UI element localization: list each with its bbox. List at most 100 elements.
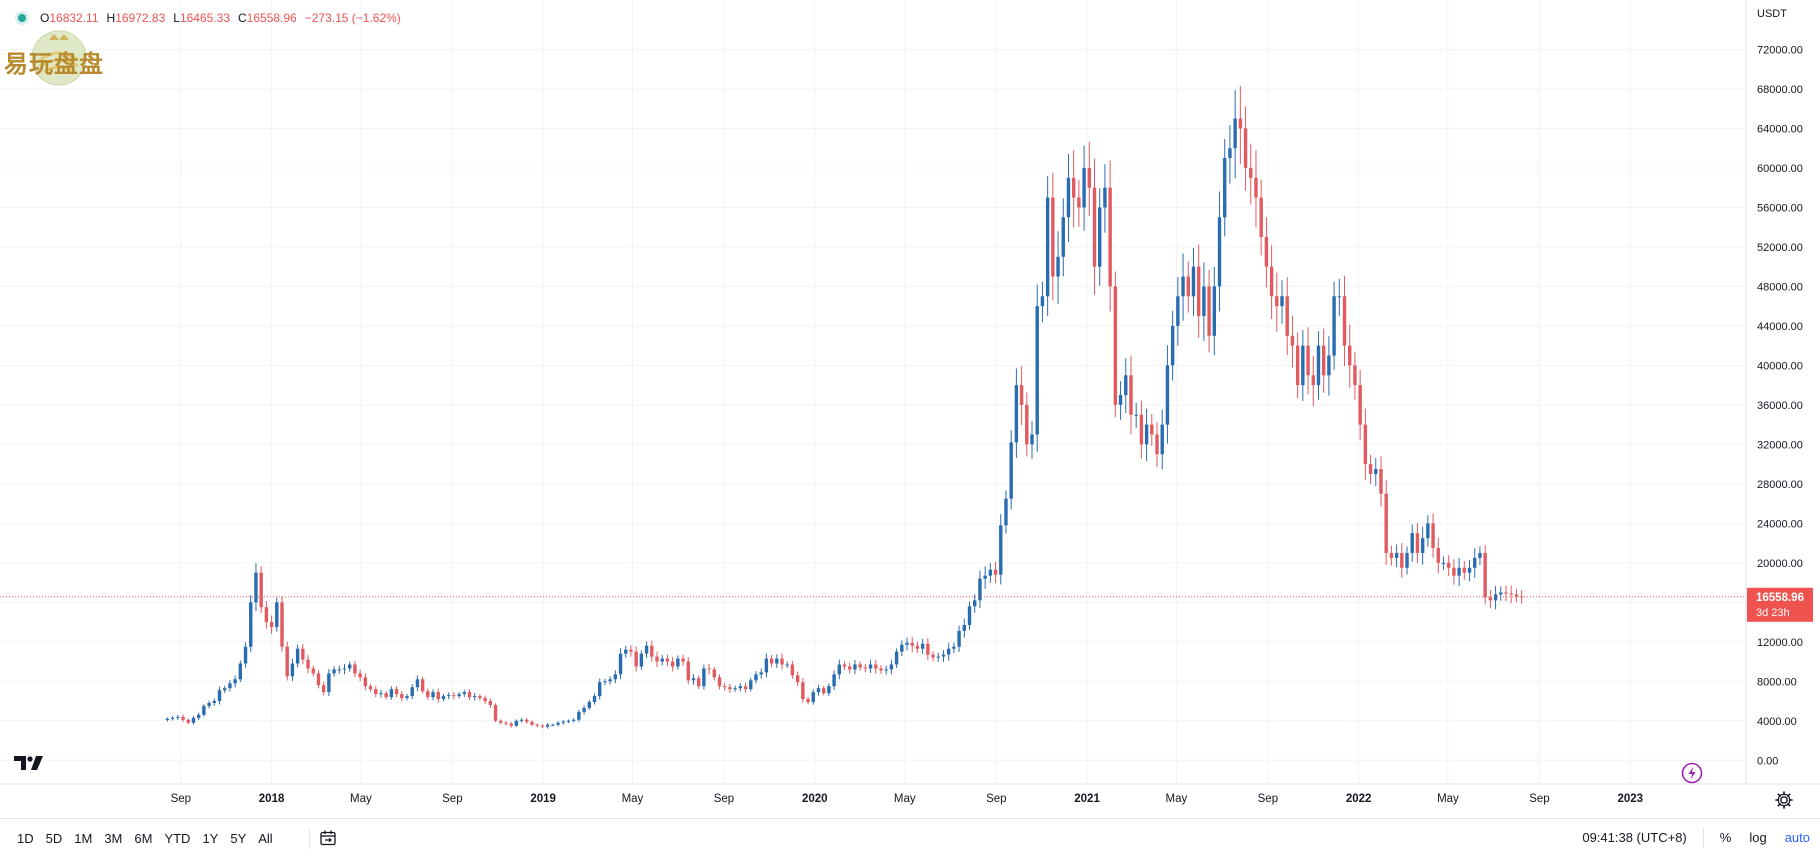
candle-body [436, 692, 440, 700]
candle-body [509, 723, 513, 726]
candle-body [1389, 552, 1394, 558]
candle-body [785, 664, 789, 666]
price-tag-box [1747, 587, 1813, 622]
candle-body [1405, 552, 1409, 568]
settings-gear-icon[interactable] [1774, 790, 1794, 810]
calendar-range-icon[interactable] [319, 829, 337, 847]
price-axis[interactable]: 0.004000.008000.0012000.0016000.0020000.… [1757, 44, 1803, 767]
range-button-3m[interactable]: 3M [104, 831, 123, 846]
candle-body [1092, 187, 1097, 267]
range-button-5d[interactable]: 5D [45, 831, 63, 846]
candle-body [415, 679, 420, 688]
y-tick-label: 72000.00 [1757, 44, 1803, 56]
range-button-ytd[interactable]: YTD [164, 831, 191, 846]
candle-body [1212, 286, 1217, 336]
candle-body [358, 673, 362, 678]
candle-body [1384, 493, 1388, 553]
candle-body [1144, 424, 1149, 445]
candle-body [1082, 167, 1086, 208]
candle-body [186, 719, 190, 723]
candle-body [1118, 395, 1123, 405]
y-tick-label: 0.00 [1757, 755, 1778, 767]
candle-body [696, 678, 701, 687]
candle-body [290, 663, 295, 677]
candle-body [295, 648, 300, 664]
candle-body [1207, 286, 1211, 336]
candle-body [962, 625, 967, 631]
candle-body [1264, 237, 1269, 267]
candle-body [702, 668, 706, 687]
x-tick-label: May [622, 793, 644, 805]
candle-body [712, 669, 716, 678]
candle-body [650, 645, 654, 657]
candle-body [816, 688, 821, 693]
candle-body [874, 664, 878, 669]
x-tick-label: 2019 [530, 793, 556, 805]
candle-body [936, 656, 940, 658]
x-tick-label: May [1437, 793, 1459, 805]
candle-body [363, 677, 368, 687]
candle-body [420, 679, 425, 692]
candle-body [1196, 266, 1201, 317]
candle-body [1441, 562, 1446, 564]
currency-label: USDT [1757, 8, 1787, 20]
x-tick-label: 2021 [1074, 793, 1100, 805]
candle-body [1186, 276, 1190, 297]
candle-body [217, 690, 222, 702]
candle-body [311, 668, 315, 674]
range-button-1d[interactable]: 1D [17, 831, 34, 846]
range-button-1m[interactable]: 1M [74, 831, 93, 846]
candle-body [1415, 533, 1420, 553]
candle-body [1285, 296, 1289, 336]
grid-lines [0, 0, 1746, 784]
candle-body [1124, 375, 1128, 395]
timezone-clock[interactable]: 09:41:38 (UTC+8) [1582, 830, 1687, 845]
candle-body [1191, 266, 1196, 297]
tradingview-logo-icon[interactable] [12, 752, 46, 774]
candle-body [655, 656, 659, 662]
price-chart[interactable]: USDT 0.004000.008000.0012000.0016000.002… [0, 0, 1820, 818]
candle-body [973, 600, 977, 607]
candle-body [879, 668, 883, 671]
range-button-5y[interactable]: 5Y [230, 831, 247, 846]
candles [165, 86, 1524, 729]
candle-body [306, 659, 310, 669]
candle-body [811, 692, 815, 703]
auto-scale-toggle[interactable]: auto [1784, 830, 1810, 845]
candle-body [769, 658, 774, 664]
y-tick-label: 4000.00 [1757, 716, 1797, 728]
range-button-1y[interactable]: 1Y [202, 831, 219, 846]
candle-body [1348, 345, 1352, 366]
candle-body [613, 674, 618, 680]
lightning-icon[interactable] [1681, 762, 1703, 784]
range-button-6m[interactable]: 6M [134, 831, 153, 846]
candle-body [1176, 296, 1180, 326]
candle-body [863, 667, 868, 669]
candle-body [551, 724, 555, 726]
percent-scale-toggle[interactable]: % [1719, 830, 1732, 845]
candle-body [342, 668, 347, 670]
candle-body [228, 683, 232, 689]
time-axis[interactable]: Sep 2018 May Sep 2019 May Sep 2020 May Sep 2021 May… [171, 793, 1643, 805]
candle-body [842, 664, 847, 667]
candle-body [587, 702, 591, 708]
candle-body [176, 716, 180, 718]
candle-body [1394, 552, 1399, 558]
log-scale-toggle[interactable]: log [1749, 830, 1767, 845]
legend-close: C 16558.96 [238, 11, 297, 25]
y-tick-label: 48000.00 [1757, 281, 1803, 293]
candle-body [504, 722, 508, 724]
range-button-all[interactable]: All [258, 831, 273, 846]
candle-body [1129, 375, 1133, 415]
x-tick-label: May [1165, 793, 1187, 805]
candle-body [1155, 434, 1159, 455]
y-tick-label: 12000.00 [1757, 637, 1803, 649]
candle-body [316, 673, 321, 686]
candle-body [1004, 498, 1008, 526]
candle-body [1473, 557, 1477, 568]
candle-body [191, 717, 196, 723]
candle-body [1051, 197, 1055, 277]
candle-body [1045, 197, 1050, 297]
candle-body [165, 718, 170, 721]
candle-body [207, 703, 211, 706]
